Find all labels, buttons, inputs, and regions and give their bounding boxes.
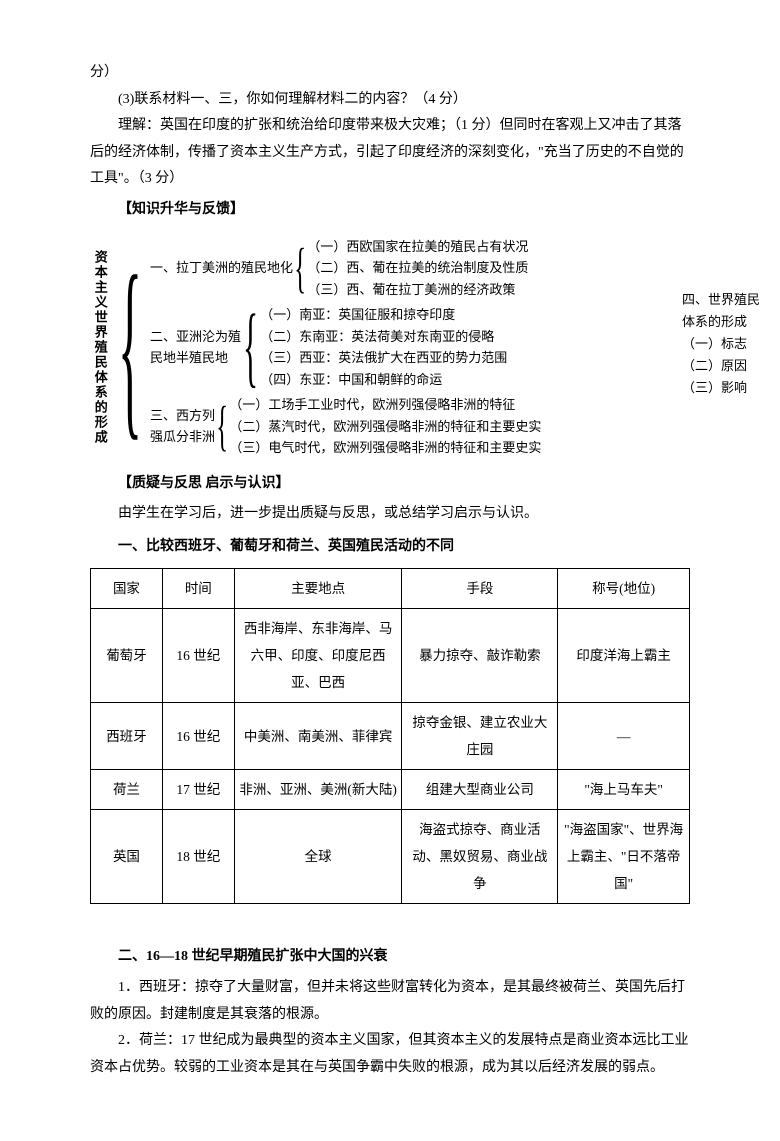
answer-3: 理解：英国在印度的扩张和统治给印度带来极大灾难；（1 分）但同时在客观上又冲击了…: [90, 113, 690, 193]
table-cell: 非洲、亚洲、美洲(新大陆): [234, 770, 402, 810]
group3-title: 强瓜分非洲: [150, 426, 215, 448]
table-cell: 组建大型商业公司: [402, 770, 558, 810]
group2-item: （二）东南亚：英法荷美对东南亚的侵略: [260, 326, 507, 348]
col-location: 主要地点: [234, 569, 402, 609]
table-cell: 暴力掠夺、敲诈勒索: [402, 609, 558, 703]
right-title: 四、世界殖民: [682, 289, 760, 311]
group2-item: （四）东亚：中国和朝鲜的命运: [260, 369, 507, 391]
table-cell: 17 世纪: [162, 770, 234, 810]
group2-item: （一）南亚：英国征服和掠夺印度: [260, 304, 507, 326]
col-method: 手段: [402, 569, 558, 609]
table-cell: 荷兰: [91, 770, 163, 810]
group3-item: （一）工场手工业时代，欧洲列强侵略非洲的特征: [229, 394, 541, 416]
brace-icon: {: [294, 246, 306, 290]
group1-item: （二）西、葡在拉美的统治制度及性质: [307, 257, 528, 279]
table-cell: 西非海岸、东非海岸、马六甲、印度、印度尼西亚、巴西: [234, 609, 402, 703]
table-cell: 西班牙: [91, 703, 163, 770]
table-cell: "海上马车夫": [558, 770, 690, 810]
comparison-table: 国家 时间 主要地点 手段 称号(地位) 葡萄牙16 世纪西非海岸、东非海岸、马…: [90, 568, 690, 904]
table-cell: 16 世纪: [162, 609, 234, 703]
section3-title: 二、16—18 世纪早期殖民扩张中大国的兴衰: [90, 944, 690, 971]
paragraph-netherlands: 2．荷兰：17 世纪成为最典型的资本主义国家，但其资本主义的发展特点是商业资本远…: [90, 1028, 690, 1081]
brace-icon: {: [243, 311, 258, 383]
table-cell: 全球: [234, 810, 402, 904]
table-cell: 16 世纪: [162, 703, 234, 770]
group3-item: （二）蒸汽时代，欧洲列强侵略非洲的特征和主要史实: [229, 416, 541, 438]
col-title: 称号(地位): [558, 569, 690, 609]
table-row: 西班牙16 世纪中美洲、南美洲、菲律宾掠夺金银、建立农业大庄园—: [91, 703, 690, 770]
table-cell: 海盗式掠夺、商业活动、黑奴贸易、商业战争: [402, 810, 558, 904]
brace-icon: {: [118, 234, 142, 461]
right-item: （三）影响: [682, 377, 760, 399]
group3-title: 三、西方列: [150, 405, 215, 427]
table-cell: 印度洋海上霸主: [558, 609, 690, 703]
paragraph-spain: 1．西班牙：掠夺了大量财富，但并未将这些财富转化为资本，是其最终被荷兰、英国先后…: [90, 975, 690, 1028]
table-row: 英国18 世纪全球海盗式掠夺、商业活动、黑奴贸易、商业战争"海盗国家"、世界海上…: [91, 810, 690, 904]
section-reflection-title: 【质疑与反思 启示与认识】: [90, 471, 690, 498]
right-title: 体系的形成: [682, 311, 760, 333]
table-row: 葡萄牙16 世纪西非海岸、东非海岸、马六甲、印度、印度尼西亚、巴西暴力掠夺、敲诈…: [91, 609, 690, 703]
continuation-text: 分）: [90, 60, 690, 87]
right-item: （二）原因: [682, 355, 760, 377]
table-cell: 葡萄牙: [91, 609, 163, 703]
question-3: (3)联系材料一、三，你如何理解材料二的内容？（4 分）: [90, 87, 690, 114]
group2-title: 二、亚洲沦为殖: [150, 326, 241, 348]
table-cell: 英国: [91, 810, 163, 904]
table-title: 一、比较西班牙、葡萄牙和荷兰、英国殖民活动的不同: [90, 534, 690, 561]
group2-item: （三）西亚：英法俄扩大在西亚的势力范围: [260, 347, 507, 369]
brace-icon: {: [216, 404, 228, 448]
diagram-main-label: 资本主义世界殖民体系的形成: [90, 234, 110, 461]
table-cell: 18 世纪: [162, 810, 234, 904]
table-cell: 掠夺金银、建立农业大庄园: [402, 703, 558, 770]
table-header-row: 国家 时间 主要地点 手段 称号(地位): [91, 569, 690, 609]
col-country: 国家: [91, 569, 163, 609]
diagram-right-block: 四、世界殖民 体系的形成 （一）标志 （二）原因 （三）影响: [682, 289, 760, 399]
right-item: （一）标志: [682, 333, 760, 355]
table-cell: "海盗国家"、世界海上霸主、"日不落帝国": [558, 810, 690, 904]
group1-item: （三）西、葡在拉丁美洲的经济政策: [307, 279, 528, 301]
table-cell: —: [558, 703, 690, 770]
reflection-text: 由学生在学习后，进一步提出质疑与反思，或总结学习启示与认识。: [90, 501, 690, 528]
table-row: 荷兰17 世纪非洲、亚洲、美洲(新大陆)组建大型商业公司"海上马车夫": [91, 770, 690, 810]
col-time: 时间: [162, 569, 234, 609]
knowledge-diagram: 资本主义世界殖民体系的形成 { 一、拉丁美洲的殖民地化 { （一）西欧国家在拉美…: [90, 234, 690, 461]
section-knowledge-title: 【知识升华与反馈】: [90, 197, 690, 224]
group1-item: （一）西欧国家在拉美的殖民占有状况: [307, 236, 528, 258]
group1-title: 一、拉丁美洲的殖民地化: [150, 257, 293, 279]
group3-item: （三）电气时代，欧洲列强侵略非洲的特征和主要史实: [229, 437, 541, 459]
table-cell: 中美洲、南美洲、菲律宾: [234, 703, 402, 770]
group2-title: 民地半殖民地: [150, 347, 241, 369]
